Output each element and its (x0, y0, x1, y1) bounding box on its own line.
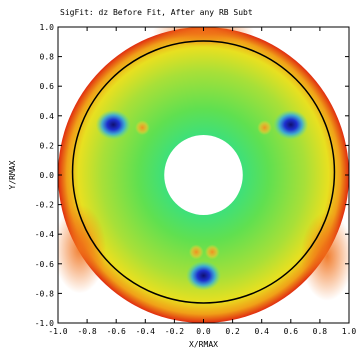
low-region-0 (95, 109, 131, 140)
heatmap-annulus (58, 27, 349, 323)
y-tick-label: -0.6 (35, 260, 54, 269)
y-tick-label: 0.4 (40, 112, 55, 121)
annulus-right-warm (300, 212, 349, 301)
x-tick-label: -1.0 (48, 327, 67, 336)
x-tick-label: -0.6 (107, 327, 126, 336)
y-tick-label: 1.0 (40, 23, 55, 32)
high-region-5 (188, 244, 204, 260)
x-tick-label: 0.8 (313, 327, 328, 336)
x-axis-ticks: -1.0 -0.8 -0.6 -0.4 -0.2 0.0 0.2 0.4 0.6 0.8 1.0 (48, 27, 356, 336)
low-region-1 (273, 109, 309, 140)
annulus-inner-hole (164, 135, 243, 215)
y-tick-label: 0.8 (40, 53, 55, 62)
x-tick-label: 1.0 (342, 327, 357, 336)
x-tick-label: -0.8 (77, 327, 96, 336)
reference-circle (71, 40, 336, 304)
chart-title: SigFit: dz Before Fit, After any RB Subt (60, 8, 253, 17)
y-tick-label: -0.2 (35, 201, 54, 210)
high-region-3 (135, 120, 150, 136)
x-tick-label: 0.0 (196, 327, 211, 336)
y-axis-ticks: 1.0 0.8 0.6 0.4 0.2 0.0 -0.2 -0.4 -0.6 -0.8 -1.0 (35, 23, 349, 328)
annulus-top-warm (152, 27, 255, 47)
x-tick-label: -0.4 (136, 327, 155, 336)
y-tick-label: 0.6 (40, 82, 55, 91)
high-region-4 (257, 120, 272, 136)
x-tick-label: 0.2 (225, 327, 240, 336)
x-axis-label: X/RMAX (189, 340, 218, 349)
x-tick-label: -0.2 (165, 327, 184, 336)
x-tick-label: 0.4 (254, 327, 269, 336)
y-tick-label: -0.8 (35, 289, 54, 298)
y-axis-label: Y/RMAX (8, 160, 17, 189)
y-tick-label: -0.4 (35, 230, 54, 239)
high-region-6 (204, 244, 220, 260)
y-tick-label: 0.2 (40, 141, 55, 150)
y-tick-label: 0.0 (40, 171, 55, 180)
low-region-2 (186, 260, 221, 291)
x-tick-label: 0.6 (284, 327, 299, 336)
annulus-left-warm (58, 204, 107, 294)
y-tick-label: -1.0 (35, 319, 54, 328)
